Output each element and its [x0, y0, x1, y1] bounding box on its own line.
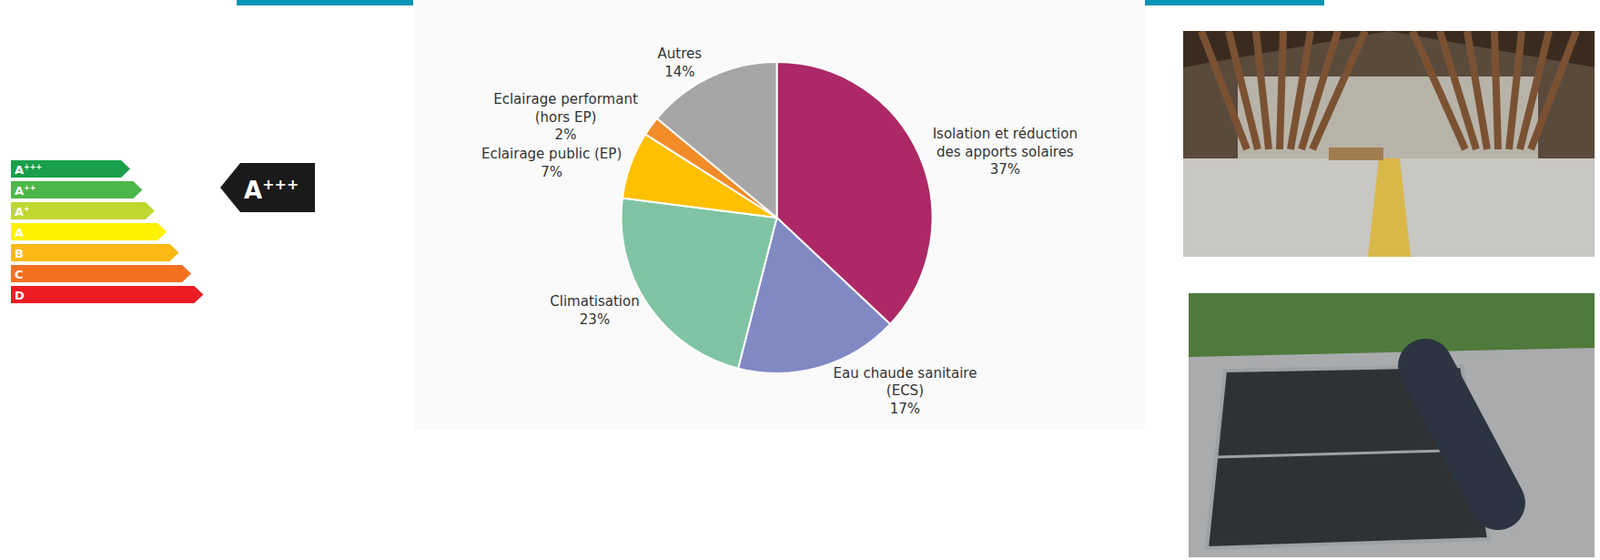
svg-text:C: C: [14, 267, 24, 282]
svg-text:Climatisation23%: Climatisation23%: [549, 293, 639, 328]
svg-text:Eclairage performant(hors EP)2: Eclairage performant(hors EP)2%: [493, 91, 638, 143]
svg-text:A+++: A+++: [14, 162, 42, 177]
svg-text:B: B: [14, 246, 24, 261]
svg-text:A++: A++: [14, 183, 36, 198]
svg-text:D: D: [14, 288, 25, 303]
svg-text:Eau chaude sanitaire(ECS)17%: Eau chaude sanitaire(ECS)17%: [832, 364, 977, 417]
svg-text:Isolation et réductiondes appo: Isolation et réductiondes apports solair…: [932, 125, 1078, 178]
svg-text:Autres14%: Autres14%: [658, 45, 703, 80]
svg-text:A: A: [14, 225, 24, 240]
svg-text:Eclairage public (EP)7%: Eclairage public (EP)7%: [481, 145, 622, 181]
svg-text:A+: A+: [14, 204, 31, 219]
svg-text:A+++: A+++: [243, 175, 299, 204]
